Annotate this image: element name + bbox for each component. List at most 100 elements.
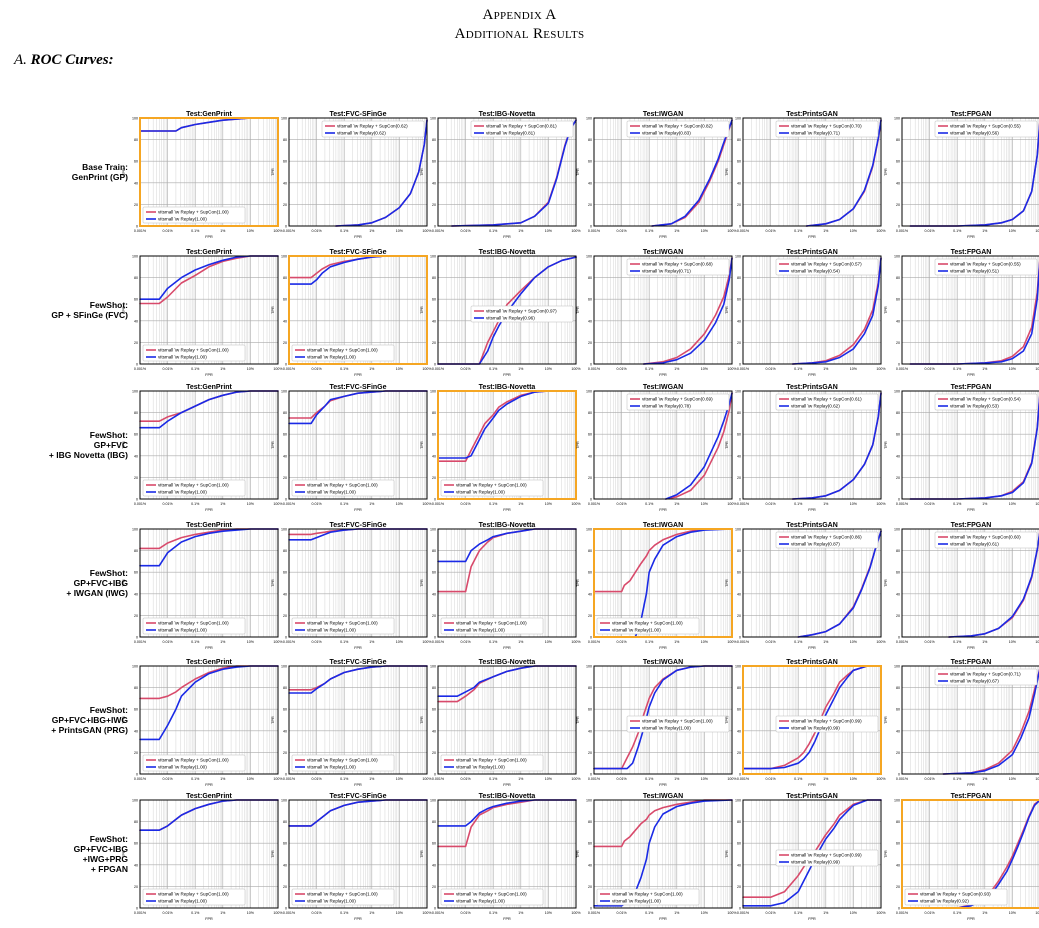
x-tick-label: 0.001% — [283, 777, 296, 781]
panel-title: Test:FPGAN — [951, 111, 992, 118]
legend-box — [291, 888, 395, 906]
y-tick-label: 0 — [898, 907, 900, 911]
x-tick-label: 10% — [247, 640, 255, 644]
x-tick-label: 10% — [396, 367, 404, 371]
x-tick-label: 0.1% — [953, 502, 962, 506]
x-tick-label: 1% — [518, 367, 524, 371]
panel-title: Test:FVC-SFinGe — [329, 249, 386, 256]
legend-box — [596, 888, 700, 906]
legend: vitsmall \w Replay + SupCon(1.00) vitsmal… — [142, 344, 246, 362]
x-axis-label: FPR — [967, 783, 975, 787]
x-tick-label: 1% — [674, 911, 680, 915]
legend-label-supcon: vitsmall \w Replay + SupCon(1.00) — [612, 621, 683, 626]
legend-label-supcon: vitsmall \w Replay + SupCon(1.00) — [158, 348, 229, 353]
legend-label-supcon: vitsmall \w Replay + SupCon(0.60) — [950, 535, 1021, 540]
y-tick-label: 80 — [896, 820, 900, 824]
y-tick-label: 20 — [896, 476, 900, 480]
row-label-line: GP+FVC+IBG — [73, 844, 128, 854]
panel-title: Test:IBG-Novetta — [479, 384, 536, 391]
x-tick-label: 10% — [850, 777, 858, 781]
y-tick-label: 20 — [588, 203, 592, 207]
y-axis-label: TPR — [271, 168, 275, 176]
y-tick-label: 20 — [432, 885, 436, 889]
row-label-line: +IWG+PRG — [82, 854, 128, 864]
legend-label-supcon: vitsmall \w Replay + SupCon(0.99) — [791, 719, 862, 724]
x-tick-label: 0.01% — [616, 229, 627, 233]
curve-replay — [288, 799, 428, 827]
x-tick-label: 0.01% — [765, 229, 776, 233]
x-tick-label: 0.001% — [737, 777, 750, 781]
x-tick-label: 0.01% — [616, 640, 627, 644]
x-tick-label: 0.001% — [134, 229, 147, 233]
legend-box — [321, 120, 425, 138]
y-tick-label: 40 — [432, 592, 436, 596]
y-tick-label: 80 — [588, 276, 592, 280]
y-tick-label: 60 — [896, 160, 900, 164]
panel-frame — [288, 799, 428, 909]
legend-box — [470, 305, 574, 323]
y-tick-label: 80 — [588, 138, 592, 142]
y-tick-label: 60 — [896, 571, 900, 575]
x-tick-label: 0.01% — [924, 640, 935, 644]
y-tick-label: 60 — [896, 842, 900, 846]
panel-frame — [437, 528, 577, 638]
section-title: ROC Curves: — [30, 52, 114, 68]
panel-title: Test:FPGAN — [951, 522, 992, 529]
legend-box — [291, 617, 395, 635]
x-tick-label: 10% — [850, 229, 858, 233]
legend-box — [775, 258, 879, 276]
x-tick-label: 10% — [850, 367, 858, 371]
y-tick-label: 60 — [283, 433, 287, 437]
x-tick-label: 10% — [545, 777, 553, 781]
x-tick-label: 1% — [369, 777, 375, 781]
curve-supcon — [288, 390, 428, 419]
x-tick-label: 10% — [396, 502, 404, 506]
legend: vitsmall \w Replay + SupCon(1.00) vitsmal… — [440, 888, 544, 906]
y-tick-label: 80 — [283, 820, 287, 824]
x-tick-label: 1% — [823, 911, 829, 915]
y-axis-label: TPR — [576, 716, 580, 724]
x-tick-label: 0.1% — [645, 911, 654, 915]
x-axis-label: FPR — [808, 235, 816, 239]
x-tick-label: 0.01% — [924, 229, 935, 233]
legend-box — [775, 715, 879, 733]
y-tick-label: 100 — [586, 528, 592, 532]
roc-panel: Test:GenPrint 0.001% 0.01% 0.1% 1% 10% 100% 0 20… — [122, 659, 283, 787]
y-tick-label: 0 — [285, 773, 287, 777]
legend: vitsmall \w Replay + SupCon(1.00) vitsmal… — [142, 479, 246, 497]
x-tick-label: 0.01% — [616, 367, 627, 371]
legend-label-replay: vitsmall \w Replay(1.00) — [642, 726, 691, 731]
y-tick-label: 60 — [134, 571, 138, 575]
x-axis-label: FPR — [205, 235, 213, 239]
y-tick-label: 20 — [283, 476, 287, 480]
x-tick-label: 1% — [369, 502, 375, 506]
legend-label-replay: vitsmall \w Replay(1.00) — [307, 628, 356, 633]
panel-title: Test:IWGAN — [643, 522, 683, 529]
x-tick-label: 0.1% — [645, 640, 654, 644]
legend-box — [934, 393, 1038, 411]
legend: vitsmall \w Replay + SupCon(1.00) vitsmal… — [291, 479, 395, 497]
x-tick-label: 0.1% — [191, 229, 200, 233]
y-tick-label: 100 — [132, 799, 138, 803]
x-tick-label: 0.01% — [311, 229, 322, 233]
y-tick-label: 60 — [588, 298, 592, 302]
legend: vitsmall \w Replay + SupCon(1.00) vitsmal… — [142, 888, 246, 906]
x-tick-label: 10% — [247, 502, 255, 506]
panel-frame — [742, 390, 882, 500]
y-tick-label: 100 — [430, 665, 436, 669]
panel-title: Test:FVC-SFinGe — [329, 522, 386, 529]
y-tick-label: 60 — [737, 160, 741, 164]
panel-title: Test:GenPrint — [186, 249, 232, 256]
panel-title: Test:PrintsGAN — [786, 793, 838, 800]
legend-label-replay: vitsmall \w Replay(1.00) — [158, 765, 207, 770]
x-tick-label: 0.1% — [340, 777, 349, 781]
x-tick-label: 100% — [727, 911, 737, 915]
y-axis-label: TPR — [576, 168, 580, 176]
y-tick-label: 100 — [894, 799, 900, 803]
x-tick-label: 0.01% — [162, 502, 173, 506]
